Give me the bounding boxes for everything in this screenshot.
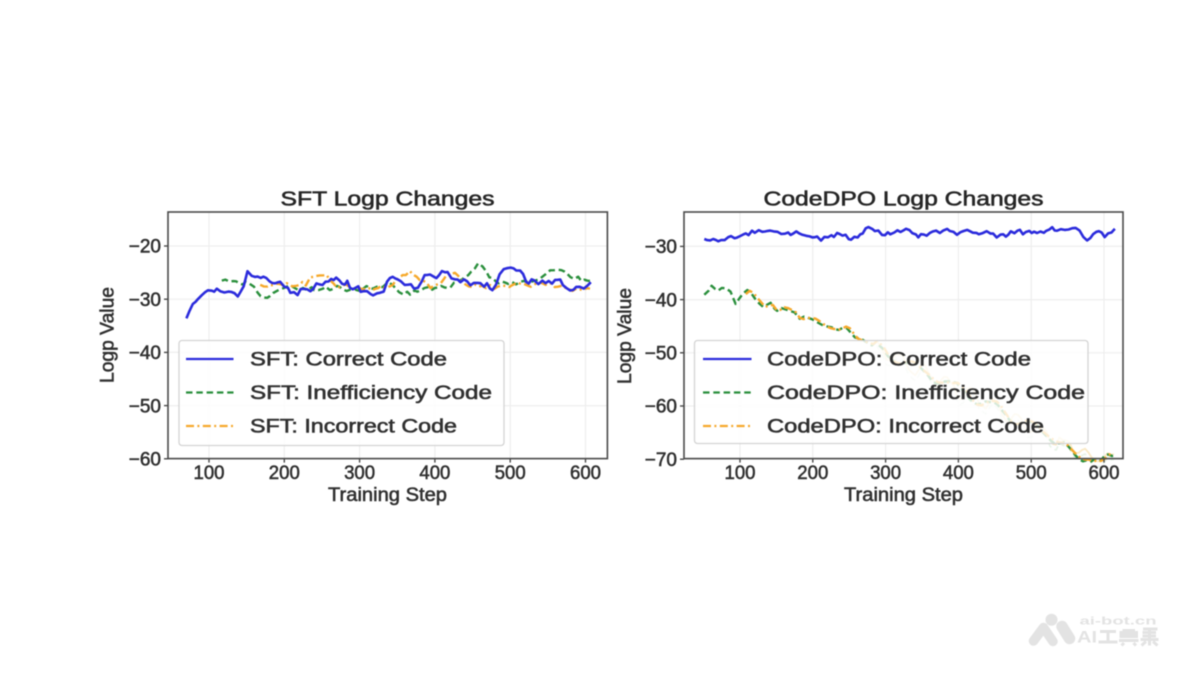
svg-text:300: 300	[344, 463, 375, 484]
svg-text:Training Step: Training Step	[328, 485, 447, 506]
svg-text:500: 500	[495, 463, 526, 484]
svg-text:400: 400	[943, 463, 974, 484]
svg-text:SFT: Inefficiency Code: SFT: Inefficiency Code	[250, 383, 492, 404]
svg-text:−20: −20	[129, 237, 161, 258]
svg-text:−60: −60	[645, 397, 677, 418]
svg-text:−40: −40	[645, 290, 677, 311]
svg-text:−30: −30	[129, 290, 161, 311]
svg-text:200: 200	[797, 463, 828, 484]
svg-text:200: 200	[269, 463, 300, 484]
svg-text:−50: −50	[645, 344, 677, 365]
svg-text:CodeDPO: Correct Code: CodeDPO: Correct Code	[767, 350, 1031, 371]
svg-text:−70: −70	[645, 450, 677, 471]
svg-text:400: 400	[419, 463, 450, 484]
svg-text:300: 300	[870, 463, 901, 484]
svg-text:−50: −50	[129, 396, 161, 417]
svg-text:Logp Value: Logp Value	[615, 288, 636, 384]
svg-text:SFT: Correct Code: SFT: Correct Code	[250, 350, 447, 371]
svg-text:−40: −40	[129, 343, 161, 364]
svg-text:CodeDPO: Inefficiency Code: CodeDPO: Inefficiency Code	[767, 383, 1085, 404]
svg-text:CodeDPO: Incorrect Code: CodeDPO: Incorrect Code	[767, 417, 1044, 438]
svg-text:SFT Logp Changes: SFT Logp Changes	[281, 189, 495, 211]
svg-text:Logp Value: Logp Value	[98, 287, 119, 383]
svg-text:100: 100	[725, 463, 756, 484]
svg-text:500: 500	[1016, 463, 1047, 484]
svg-text:SFT: Incorrect Code: SFT: Incorrect Code	[250, 417, 457, 438]
svg-text:−60: −60	[129, 450, 161, 471]
svg-text:Training Step: Training Step	[844, 485, 963, 506]
svg-text:100: 100	[194, 463, 225, 484]
svg-text:ai-bot.cn: ai-bot.cn	[1080, 616, 1157, 628]
svg-text:600: 600	[1089, 463, 1120, 484]
svg-text:CodeDPO Logp Changes: CodeDPO Logp Changes	[764, 189, 1044, 211]
svg-text:AI: AI	[1077, 629, 1097, 647]
svg-text:−30: −30	[645, 237, 677, 258]
svg-text:600: 600	[570, 463, 601, 484]
